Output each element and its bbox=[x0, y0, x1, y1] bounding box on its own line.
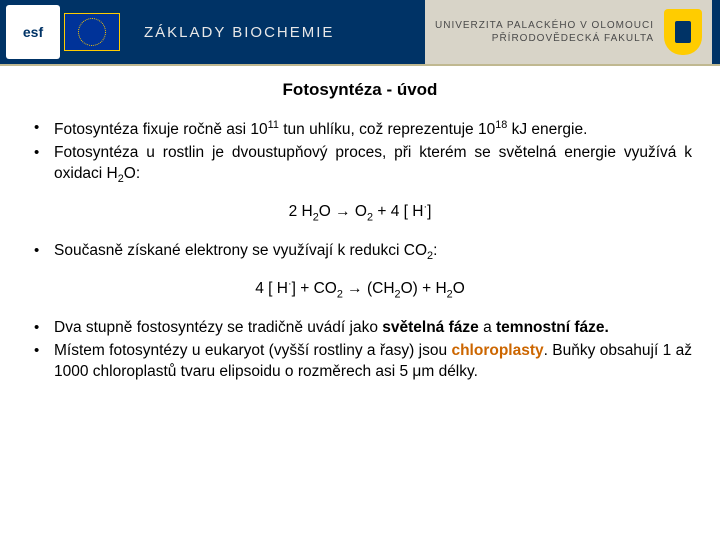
eu-stars-icon bbox=[78, 18, 106, 46]
bullet-group-3: Dva stupně fostosyntézy se tradičně uvád… bbox=[28, 318, 692, 383]
bullet-group-1: Fotosyntéza fixuje ročně asi 1011 tun uh… bbox=[28, 118, 692, 187]
slide-header: esf ZÁKLADY BIOCHEMIE UNIVERZITA PALACKÉ… bbox=[0, 0, 720, 64]
equation-1: 2 H2O → O2 + 4 [ H·] bbox=[28, 201, 692, 223]
bullet-item: Fotosyntéza u rostlin je dvoustupňový pr… bbox=[28, 143, 692, 187]
esf-logo: esf bbox=[6, 5, 60, 59]
university-block: UNIVERZITA PALACKÉHO V OLOMOUCI PŘÍRODOV… bbox=[425, 0, 712, 64]
bullet-item: Fotosyntéza fixuje ročně asi 1011 tun uh… bbox=[28, 118, 692, 141]
bullet-item: Místem fotosyntézy u eukaryot (vyšší ros… bbox=[28, 341, 692, 383]
eu-flag-icon bbox=[64, 13, 120, 51]
slide-content: Fotosyntéza - úvod Fotosyntéza fixuje ro… bbox=[0, 66, 720, 395]
bullet-item: Současně získané elektrony se využívají … bbox=[28, 241, 692, 264]
university-shield-icon bbox=[664, 9, 702, 55]
esf-logo-text: esf bbox=[23, 24, 43, 40]
equation-2: 4 [ H·] + CO2 → (CH2O) + H2O bbox=[28, 278, 692, 300]
course-title: ZÁKLADY BIOCHEMIE bbox=[144, 24, 334, 41]
university-text: UNIVERZITA PALACKÉHO V OLOMOUCI PŘÍRODOV… bbox=[435, 19, 654, 45]
bullet-item: Dva stupně fostosyntézy se tradičně uvád… bbox=[28, 318, 692, 339]
slide-title: Fotosyntéza - úvod bbox=[28, 80, 692, 100]
shield-inner-icon bbox=[675, 21, 691, 43]
university-name: UNIVERZITA PALACKÉHO V OLOMOUCI bbox=[435, 19, 654, 32]
bullet-group-2: Současně získané elektrony se využívají … bbox=[28, 241, 692, 264]
faculty-name: PŘÍRODOVĚDECKÁ FAKULTA bbox=[435, 32, 654, 45]
